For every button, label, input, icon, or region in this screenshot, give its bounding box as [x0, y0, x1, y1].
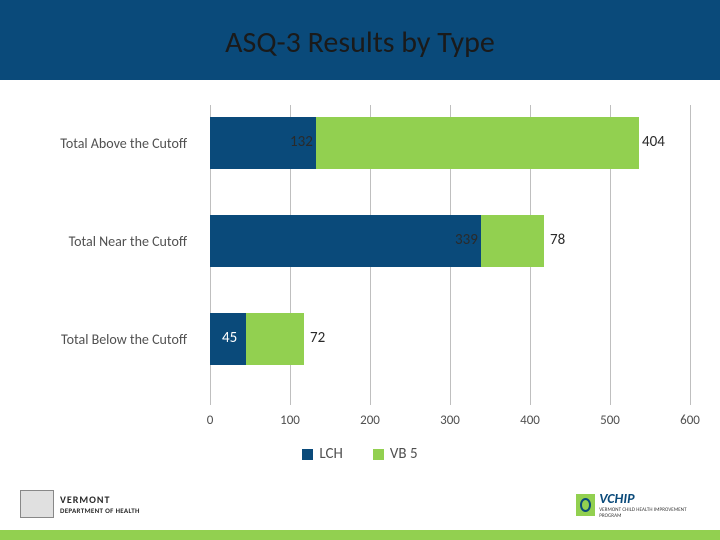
- bar-segment-vb5: [316, 117, 639, 169]
- logo-text: VERMONT: [60, 493, 140, 506]
- category-label: Total Above the Cutoff: [0, 135, 195, 152]
- logo-subtext: VERMONT CHILD HEALTH IMPROVEMENT PROGRAM: [599, 507, 696, 519]
- value-label: 339: [455, 231, 478, 249]
- legend-label: LCH: [319, 445, 343, 463]
- x-tick-label: 0: [207, 413, 214, 428]
- x-tick-label: 300: [440, 413, 460, 428]
- value-label: 404: [642, 133, 665, 151]
- logo-subtext: DEPARTMENT OF HEALTH: [60, 506, 140, 515]
- bar-segment-vb5: [246, 313, 304, 365]
- x-tick-label: 500: [600, 413, 620, 428]
- grid-line: [690, 105, 691, 405]
- legend-item-lch: LCH: [302, 445, 343, 463]
- plot-area: 132 404 339 78 45 72: [210, 105, 690, 405]
- category-label: Total Below the Cutoff: [0, 331, 195, 348]
- vchip-icon: [576, 494, 595, 516]
- legend-swatch: [302, 449, 313, 460]
- bar-segment-lch: [210, 215, 481, 267]
- logo-vchip: VCHIP VERMONT CHILD HEALTH IMPROVEMENT P…: [576, 490, 696, 526]
- category-label: Total Near the Cutoff: [0, 233, 195, 250]
- value-label: 45: [222, 329, 237, 347]
- legend-swatch: [373, 449, 384, 460]
- x-tick-label: 200: [360, 413, 380, 428]
- value-label: 78: [550, 231, 565, 249]
- value-label: 132: [290, 133, 313, 151]
- chart: Total Above the Cutoff Total Near the Cu…: [0, 105, 720, 455]
- x-tick-label: 100: [280, 413, 300, 428]
- x-tick-label: 600: [680, 413, 700, 428]
- bar-segment-vb5: [481, 215, 543, 267]
- value-label: 72: [310, 329, 325, 347]
- slide: ASQ-3 Results by Type Total Above the Cu…: [0, 0, 720, 540]
- x-tick-label: 400: [520, 413, 540, 428]
- legend: LCH VB 5: [0, 445, 720, 463]
- logo-vermont: VERMONT DEPARTMENT OF HEALTH: [20, 490, 170, 526]
- page-title: ASQ-3 Results by Type: [0, 24, 720, 61]
- logo-text: VCHIP: [599, 490, 696, 507]
- vermont-seal-icon: [20, 490, 54, 518]
- legend-label: VB 5: [390, 445, 418, 463]
- legend-item-vb5: VB 5: [373, 445, 418, 463]
- footer-bar: [0, 530, 720, 540]
